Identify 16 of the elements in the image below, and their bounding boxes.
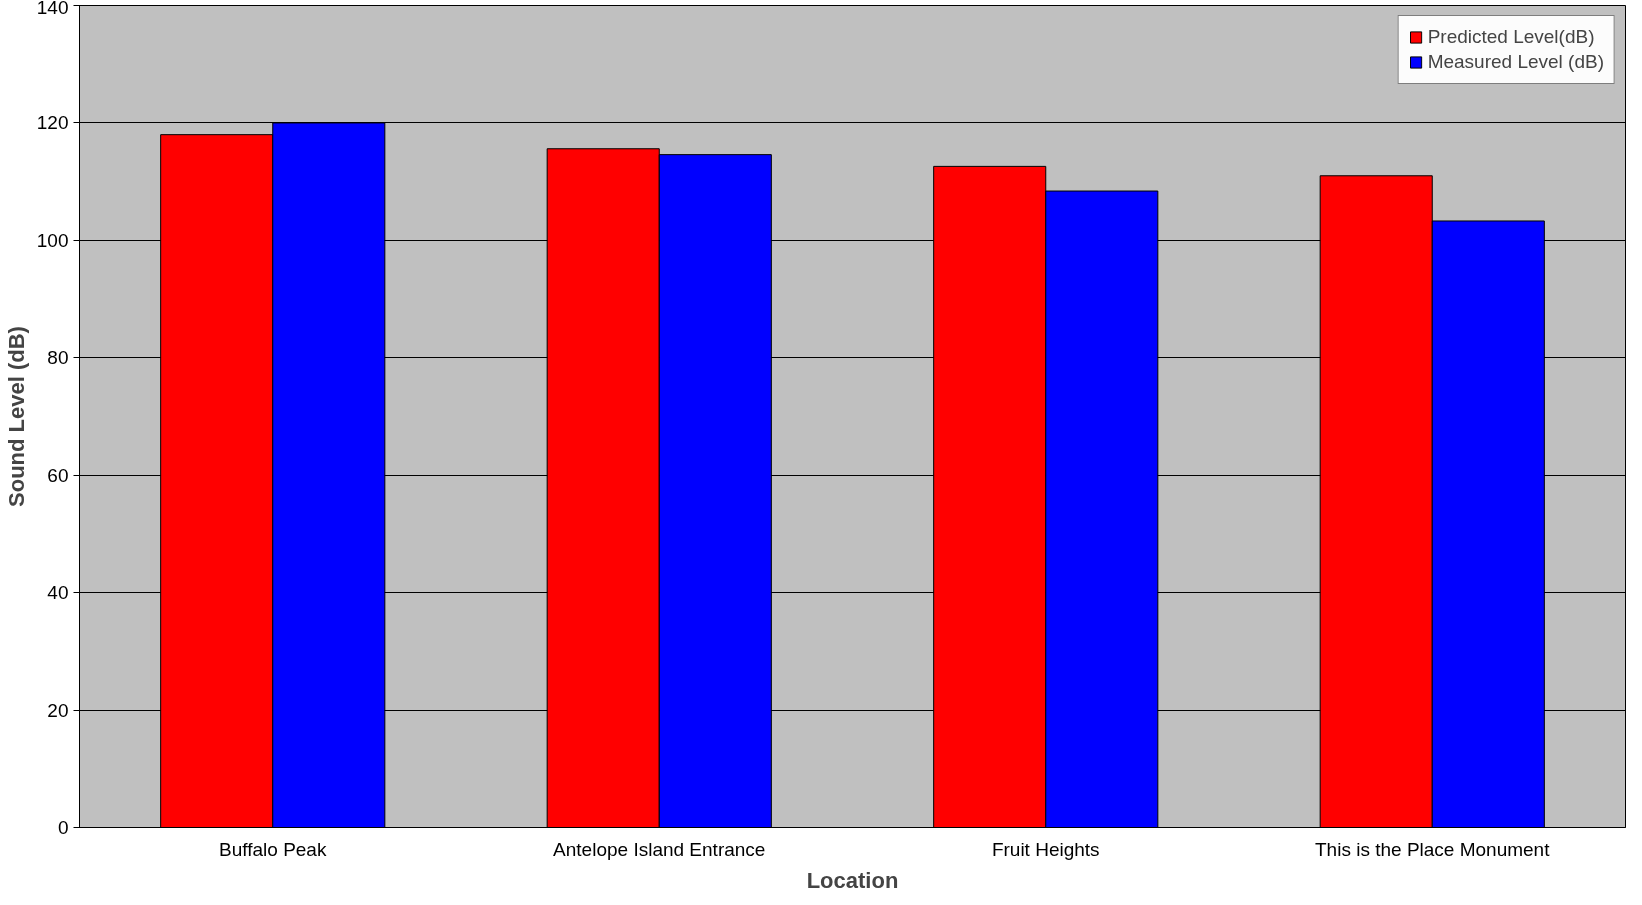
legend-label: Measured Level (dB) (1427, 51, 1604, 73)
legend-label: Predicted Level(dB) (1427, 26, 1595, 48)
x-tick-label: Buffalo Peak (219, 838, 327, 860)
y-tick-label: 20 (47, 699, 69, 721)
x-tick-label: Fruit Heights (991, 838, 1100, 860)
y-tick-label: 60 (47, 464, 69, 486)
y-axis-title: Sound Level (dB) (3, 326, 29, 507)
x-tick-label: Antelope Island Entrance (553, 838, 766, 860)
y-tick-label: 120 (36, 112, 69, 134)
x-axis-title: Location (806, 867, 899, 893)
x-tick-label: This is the Place Monument (1315, 838, 1551, 860)
y-tick-label: 40 (47, 582, 69, 604)
y-tick-label: 0 (57, 817, 69, 838)
y-tick-label: 140 (36, 0, 69, 18)
y-tick-label: 80 (47, 347, 69, 369)
y-tick-label: 100 (36, 229, 69, 251)
